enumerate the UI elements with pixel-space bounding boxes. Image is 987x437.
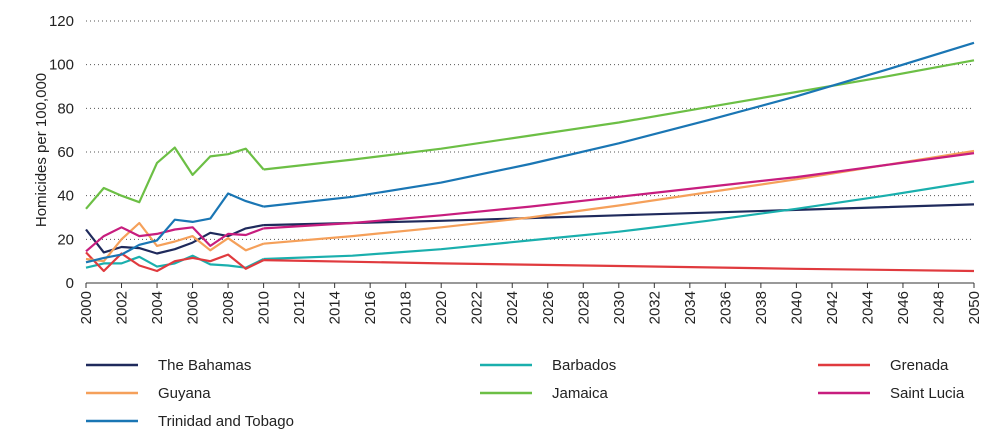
legend-item: Guyana xyxy=(86,385,211,402)
x-tick-label: 2008 xyxy=(220,291,237,324)
x-tick-label: 2010 xyxy=(256,291,273,324)
series-line-projected xyxy=(263,180,975,261)
x-tick-label: 2024 xyxy=(504,291,521,324)
legend-label: The Bahamas xyxy=(158,357,251,374)
legend-label: Trinidad and Tobago xyxy=(158,413,294,430)
y-tick-label: 120 xyxy=(49,13,74,30)
y-axis: 0 20 40 60 80 100 120 xyxy=(49,13,74,292)
y-tick-label: 60 xyxy=(57,144,74,161)
y-tick-label: 40 xyxy=(57,188,74,205)
x-tick-label: 2012 xyxy=(291,291,308,324)
y-tick-label: 100 xyxy=(49,57,74,74)
legend-item: Grenada xyxy=(818,357,949,374)
x-tick-label: 2038 xyxy=(753,291,770,324)
series-line-projected xyxy=(263,203,975,227)
x-tick-label: 2016 xyxy=(362,291,379,324)
series-the-bahamas xyxy=(85,203,975,255)
legend-item: Barbados xyxy=(480,357,616,374)
x-tick-label: 2032 xyxy=(646,291,663,324)
series-line-observed xyxy=(85,226,264,253)
x-tick-label: 2022 xyxy=(469,291,486,324)
x-tick-label: 2046 xyxy=(895,291,912,324)
y-tick-label: 80 xyxy=(57,100,74,117)
x-tick-label: 2040 xyxy=(788,291,805,324)
series-line-projected xyxy=(263,41,975,208)
x-tick-label: 2044 xyxy=(859,291,876,324)
x-tick-label: 2050 xyxy=(966,291,983,324)
series-trinidad-and-tobago xyxy=(85,41,975,264)
series-barbados xyxy=(85,180,975,269)
x-tick-label: 2048 xyxy=(930,291,947,324)
x-tick-label: 2036 xyxy=(717,291,734,324)
series-lines xyxy=(85,41,975,273)
series-jamaica xyxy=(85,59,975,210)
legend-item: The Bahamas xyxy=(86,357,251,374)
x-axis: 2000 2002 2004 2006 2008 2010 2012 2014 2016 2018… xyxy=(78,282,983,324)
x-tick-label: 2002 xyxy=(114,291,131,324)
x-tick-label: 2004 xyxy=(149,291,166,324)
x-tick-label: 2018 xyxy=(398,291,415,324)
x-tick-label: 2014 xyxy=(327,291,344,324)
legend-label: Saint Lucia xyxy=(890,385,965,402)
y-axis-title: Homicides per 100,000 xyxy=(33,73,50,227)
legend-item: Trinidad and Tobago xyxy=(86,413,294,430)
x-tick-label: 2030 xyxy=(611,291,628,324)
legend: The Bahamas Barbados Grenada Guyana Jamaica S… xyxy=(86,357,965,430)
series-line-observed xyxy=(85,146,265,210)
series-line-observed xyxy=(85,192,264,264)
legend-label: Guyana xyxy=(158,385,211,402)
x-tick-label: 2028 xyxy=(575,291,592,324)
x-tick-label: 2042 xyxy=(824,291,841,324)
x-tick-label: 2020 xyxy=(433,291,450,324)
legend-item: Jamaica xyxy=(480,385,609,402)
x-tick-label: 2026 xyxy=(540,291,557,324)
x-tick-label: 2006 xyxy=(185,291,202,324)
series-saint-lucia xyxy=(85,152,975,253)
series-line-observed xyxy=(85,251,265,273)
legend-label: Grenada xyxy=(890,357,949,374)
y-tick-label: 20 xyxy=(57,231,74,248)
legend-label: Barbados xyxy=(552,357,616,374)
series-line-projected xyxy=(263,59,975,171)
x-tick-label: 2034 xyxy=(682,291,699,324)
y-tick-label: 0 xyxy=(66,275,74,292)
x-tick-label: 2000 xyxy=(78,291,95,324)
legend-item: Saint Lucia xyxy=(818,385,965,402)
series-line-observed xyxy=(85,254,265,269)
series-grenada xyxy=(85,251,975,273)
series-line-observed xyxy=(85,221,264,263)
series-line-projected xyxy=(263,152,975,230)
series-line-projected xyxy=(263,259,975,273)
legend-label: Jamaica xyxy=(552,385,609,402)
